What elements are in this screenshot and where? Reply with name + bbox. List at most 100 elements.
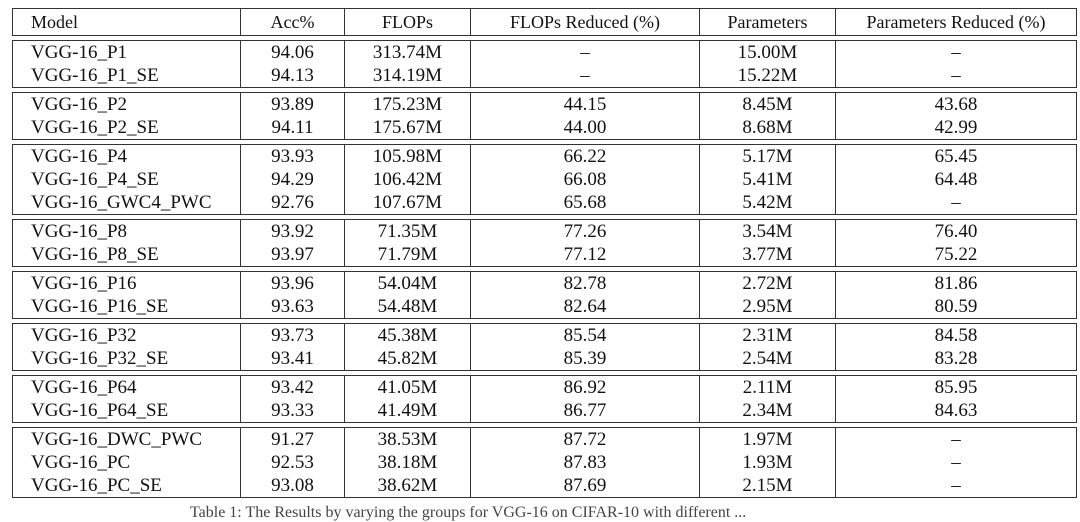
- cell-parameters-reduced: –: [835, 64, 1077, 88]
- table-row: VGG-16_P64 93.42 41.05M 86.92 2.11M 85.95: [12, 375, 1077, 399]
- cell-flops: 313.74M: [344, 40, 471, 64]
- cell-flops-reduced: 65.68: [470, 191, 700, 215]
- cell-flops-reduced: 77.26: [470, 219, 700, 243]
- cell-flops-reduced: 66.22: [470, 144, 700, 168]
- cell-parameters-reduced: 84.58: [835, 323, 1077, 347]
- cell-flops: 175.67M: [344, 116, 471, 140]
- cell-flops: 45.38M: [344, 323, 471, 347]
- cell-acc: 92.76: [240, 191, 345, 215]
- cell-parameters: 2.34M: [699, 399, 836, 423]
- header-acc: Acc%: [240, 8, 345, 36]
- cell-flops-reduced: 77.12: [470, 243, 700, 267]
- cell-parameters-reduced: –: [835, 451, 1077, 474]
- cell-flops-reduced: 85.54: [470, 323, 700, 347]
- cell-flops: 41.05M: [344, 375, 471, 399]
- cell-acc: 93.89: [240, 92, 345, 116]
- cell-flops: 314.19M: [344, 64, 471, 88]
- cell-parameters: 1.93M: [699, 451, 836, 474]
- cell-model: VGG-16_P32_SE: [12, 347, 241, 371]
- cell-acc: 93.33: [240, 399, 345, 423]
- table-row: VGG-16_P64_SE 93.33 41.49M 86.77 2.34M 84.63: [12, 399, 1077, 423]
- cell-parameters-reduced: –: [835, 474, 1077, 498]
- cell-parameters-reduced: 75.22: [835, 243, 1077, 267]
- cell-flops-reduced: 82.64: [470, 295, 700, 319]
- cell-parameters: 2.31M: [699, 323, 836, 347]
- header-parameters: Parameters: [699, 8, 836, 36]
- cell-flops: 105.98M: [344, 144, 471, 168]
- cell-parameters-reduced: –: [835, 427, 1077, 451]
- cell-parameters: 5.42M: [699, 191, 836, 215]
- cell-parameters: 8.45M: [699, 92, 836, 116]
- table-row: VGG-16_P32_SE 93.41 45.82M 85.39 2.54M 83.28: [12, 347, 1077, 371]
- cell-model: VGG-16_P32: [12, 323, 241, 347]
- table-row: VGG-16_P2 93.89 175.23M 44.15 8.45M 43.68: [12, 92, 1077, 116]
- cell-model: VGG-16_PC: [12, 451, 241, 474]
- table-row: VGG-16_P32 93.73 45.38M 85.54 2.31M 84.58: [12, 323, 1077, 347]
- cell-parameters: 8.68M: [699, 116, 836, 140]
- cell-parameters-reduced: 65.45: [835, 144, 1077, 168]
- table-row: VGG-16_P4_SE 94.29 106.42M 66.08 5.41M 64.48: [12, 168, 1077, 191]
- cell-flops: 107.67M: [344, 191, 471, 215]
- cell-parameters: 5.17M: [699, 144, 836, 168]
- results-table-container: Model Acc% FLOPs FLOPs Reduced (%) Param…: [12, 8, 1077, 498]
- table-body: VGG-16_P1 94.06 313.74M –15.00M – VGG-16_P1_S…: [12, 36, 1077, 498]
- header-flops-reduced: FLOPs Reduced (%): [470, 8, 700, 36]
- cell-flops-reduced: 85.39: [470, 347, 700, 371]
- table-caption: Table 1: The Results by varying the grou…: [190, 504, 747, 521]
- cell-flops-reduced: 87.83: [470, 451, 700, 474]
- cell-acc: 93.73: [240, 323, 345, 347]
- cell-flops: 45.82M: [344, 347, 471, 371]
- cell-flops-reduced: 44.00: [470, 116, 700, 140]
- cell-flops-reduced: 66.08: [470, 168, 700, 191]
- cell-parameters-reduced: 85.95: [835, 375, 1077, 399]
- cell-model: VGG-16_P1_SE: [12, 64, 241, 88]
- cell-flops-reduced: 87.69: [470, 474, 700, 498]
- cell-flops-reduced: 44.15: [470, 92, 700, 116]
- cell-parameters: 2.72M: [699, 271, 836, 295]
- cell-parameters-reduced: 76.40: [835, 219, 1077, 243]
- table-row: VGG-16_PC 92.53 38.18M 87.83 1.93M –: [12, 451, 1077, 474]
- table-row: VGG-16_P4 93.93 105.98M 66.22 5.17M 65.45: [12, 144, 1077, 168]
- table-row: VGG-16_PC_SE 93.08 38.62M 87.69 2.15M –: [12, 474, 1077, 498]
- cell-model: VGG-16_P64_SE: [12, 399, 241, 423]
- cell-parameters-reduced: 43.68: [835, 92, 1077, 116]
- table-row: VGG-16_DWC_PWC 91.27 38.53M 87.72 1.97M –: [12, 427, 1077, 451]
- cell-flops: 41.49M: [344, 399, 471, 423]
- cell-model: VGG-16_DWC_PWC: [12, 427, 241, 451]
- header-parameters-reduced: Parameters Reduced (%): [835, 8, 1077, 36]
- cell-acc: 94.11: [240, 116, 345, 140]
- cell-parameters-reduced: –: [835, 191, 1077, 215]
- cell-flops: 38.18M: [344, 451, 471, 474]
- table-row: VGG-16_P1 94.06 313.74M –15.00M –: [12, 40, 1077, 64]
- cell-model: VGG-16_P16_SE: [12, 295, 241, 319]
- cell-model: VGG-16_P2_SE: [12, 116, 241, 140]
- cell-flops: 71.79M: [344, 243, 471, 267]
- cell-model: VGG-16_P64: [12, 375, 241, 399]
- cell-flops-reduced: –: [470, 64, 700, 88]
- cell-model: VGG-16_GWC4_PWC: [12, 191, 241, 215]
- cell-flops: 54.04M: [344, 271, 471, 295]
- cell-parameters: 15.22M: [699, 64, 836, 88]
- cell-acc: 93.41: [240, 347, 345, 371]
- cell-acc: 93.93: [240, 144, 345, 168]
- cell-acc: 93.97: [240, 243, 345, 267]
- cell-model: VGG-16_PC_SE: [12, 474, 241, 498]
- cell-flops-reduced: 86.77: [470, 399, 700, 423]
- cell-flops: 38.53M: [344, 427, 471, 451]
- cell-parameters-reduced: –: [835, 40, 1077, 64]
- table-row: VGG-16_P1_SE 94.13 314.19M –15.22M –: [12, 64, 1077, 88]
- cell-acc: 93.42: [240, 375, 345, 399]
- cell-parameters: 5.41M: [699, 168, 836, 191]
- header-row: Model Acc% FLOPs FLOPs Reduced (%) Param…: [12, 8, 1077, 36]
- cell-parameters-reduced: 81.86: [835, 271, 1077, 295]
- cell-flops-reduced: 82.78: [470, 271, 700, 295]
- cell-flops-reduced: 87.72: [470, 427, 700, 451]
- cell-parameters: 2.11M: [699, 375, 836, 399]
- table-row: VGG-16_P2_SE 94.11 175.67M 44.00 8.68M 42.99: [12, 116, 1077, 140]
- cell-acc: 94.13: [240, 64, 345, 88]
- cell-parameters-reduced: 42.99: [835, 116, 1077, 140]
- cell-parameters-reduced: 84.63: [835, 399, 1077, 423]
- header-model: Model: [12, 8, 241, 36]
- cell-acc: 93.92: [240, 219, 345, 243]
- cell-acc: 92.53: [240, 451, 345, 474]
